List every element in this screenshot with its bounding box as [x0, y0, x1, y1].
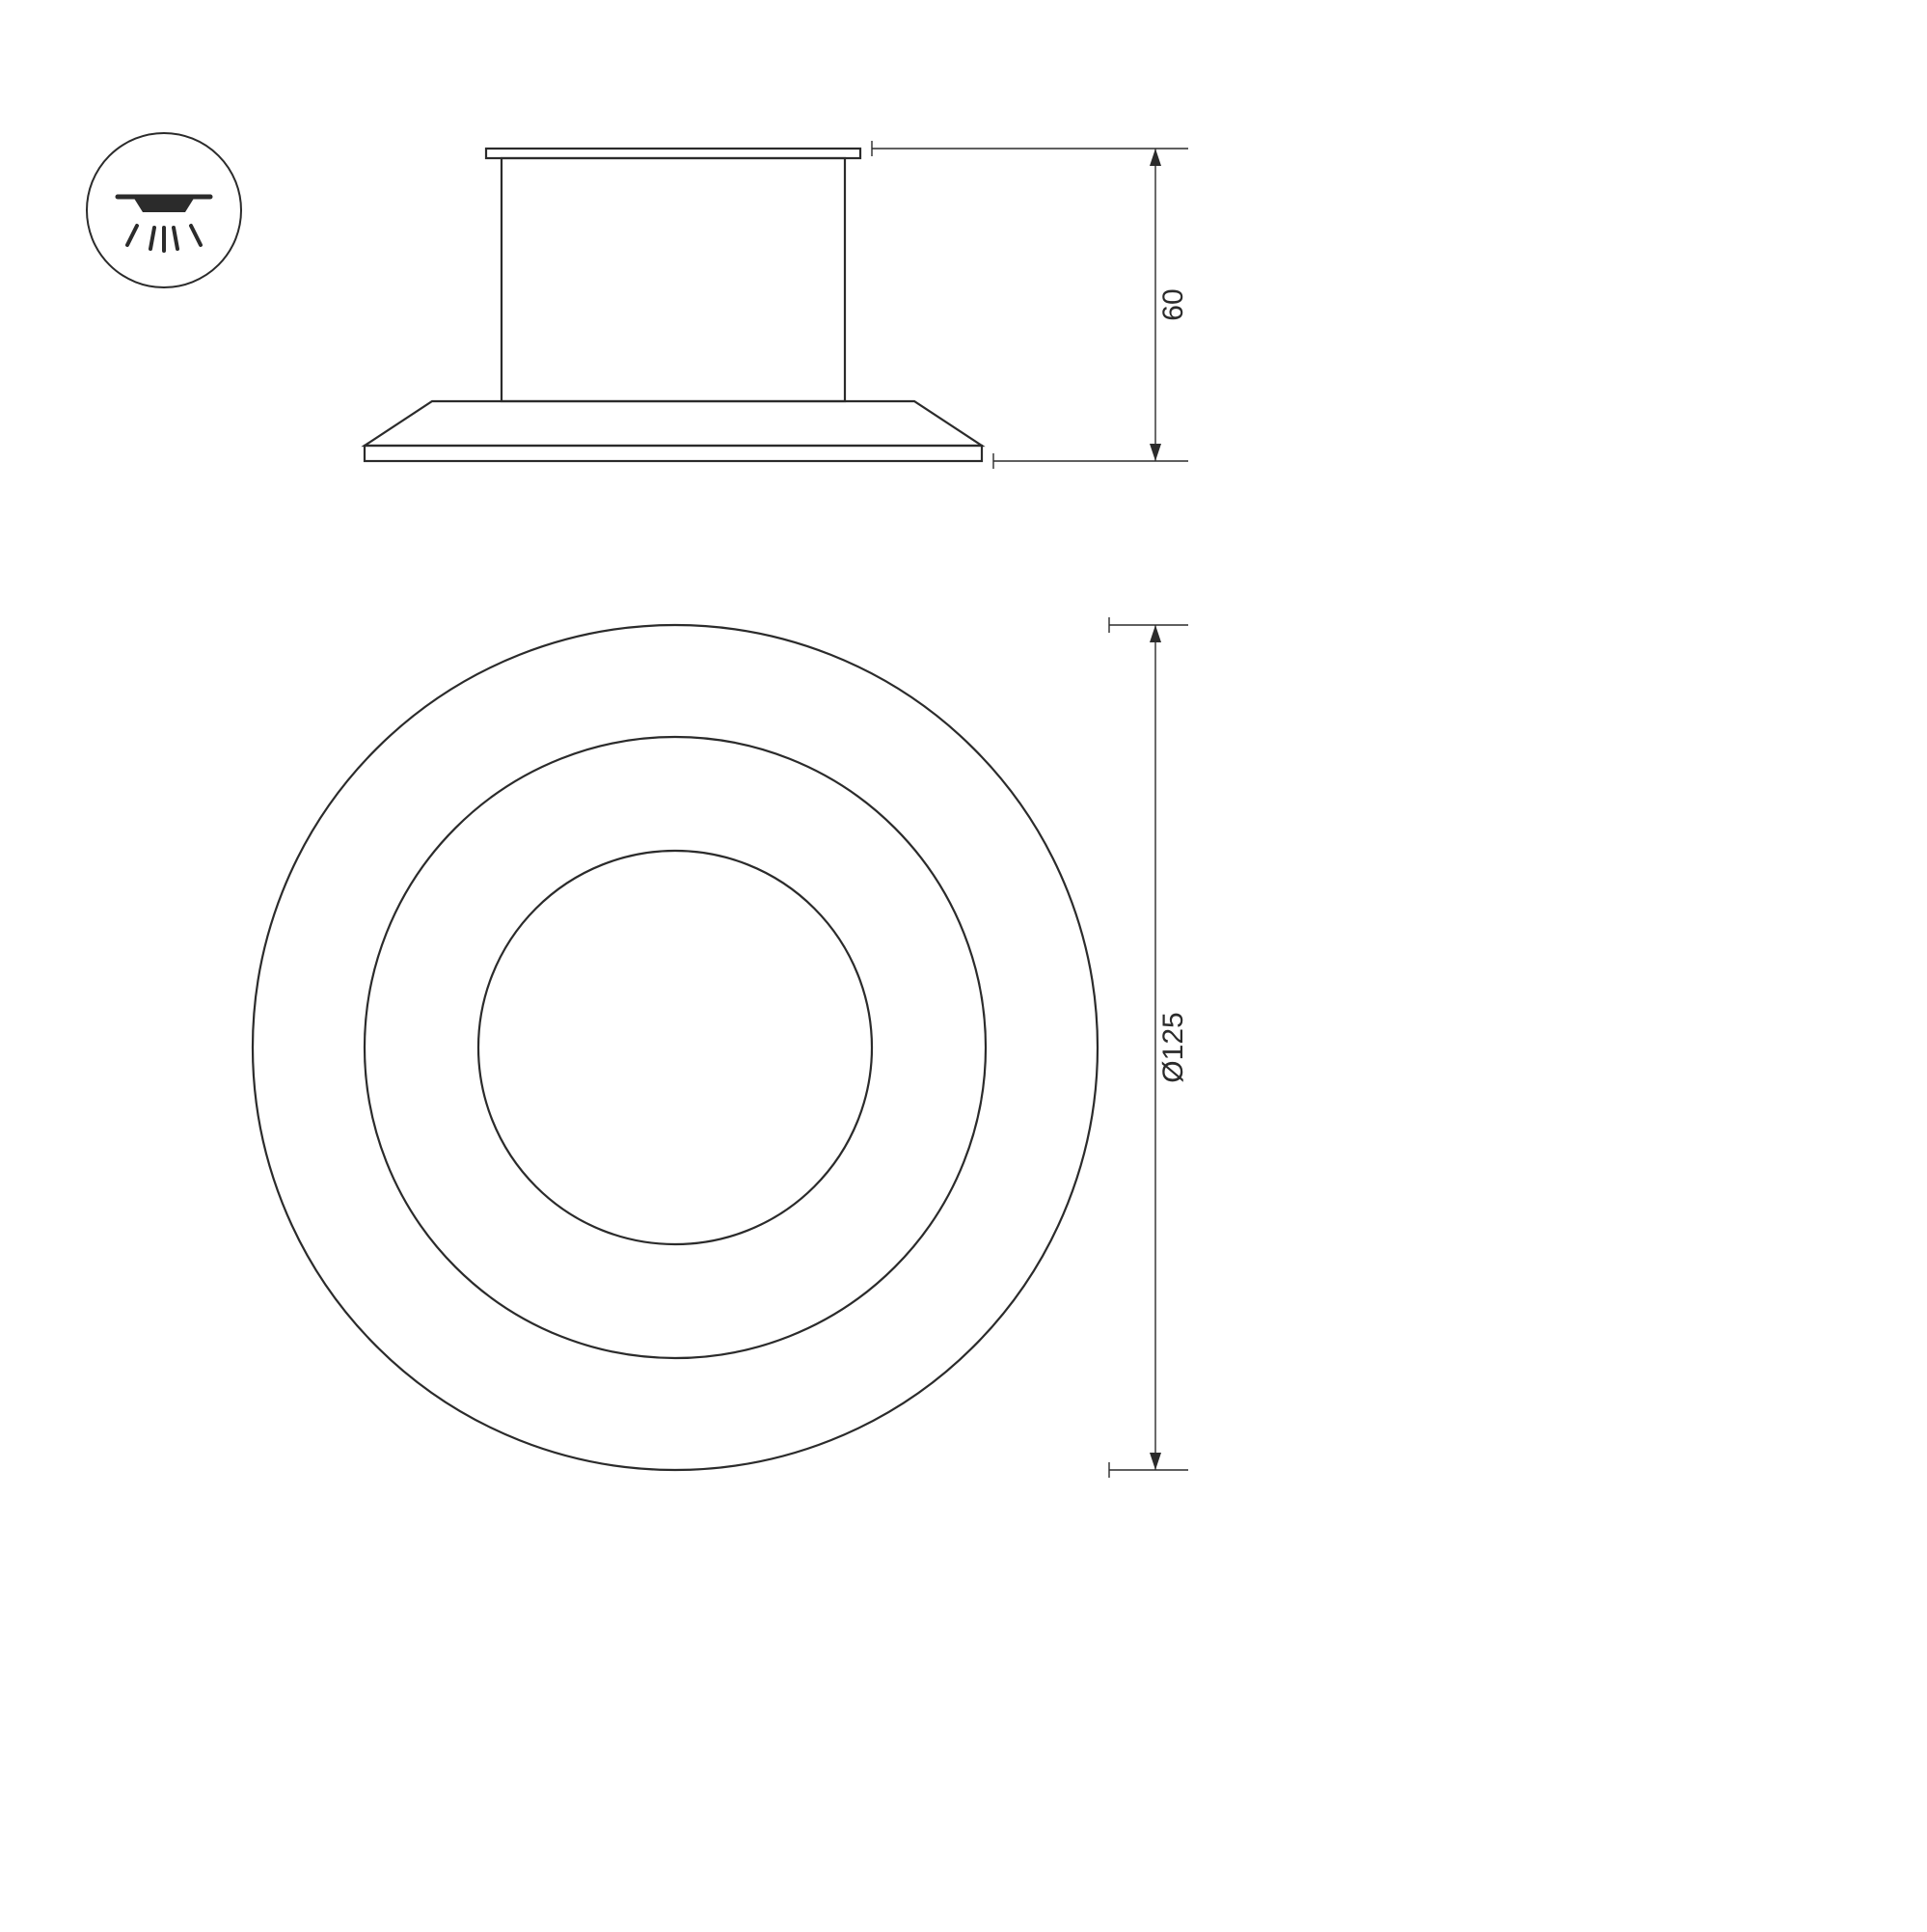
- technical-drawing: 60 Ø125: [0, 0, 1927, 1927]
- dimension-label: 60: [1157, 288, 1189, 320]
- dimension-label: Ø125: [1157, 1012, 1189, 1082]
